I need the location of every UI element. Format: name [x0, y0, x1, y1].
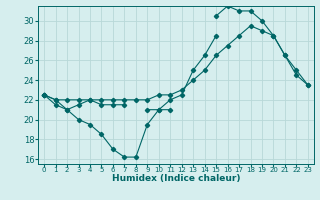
X-axis label: Humidex (Indice chaleur): Humidex (Indice chaleur) [112, 174, 240, 183]
